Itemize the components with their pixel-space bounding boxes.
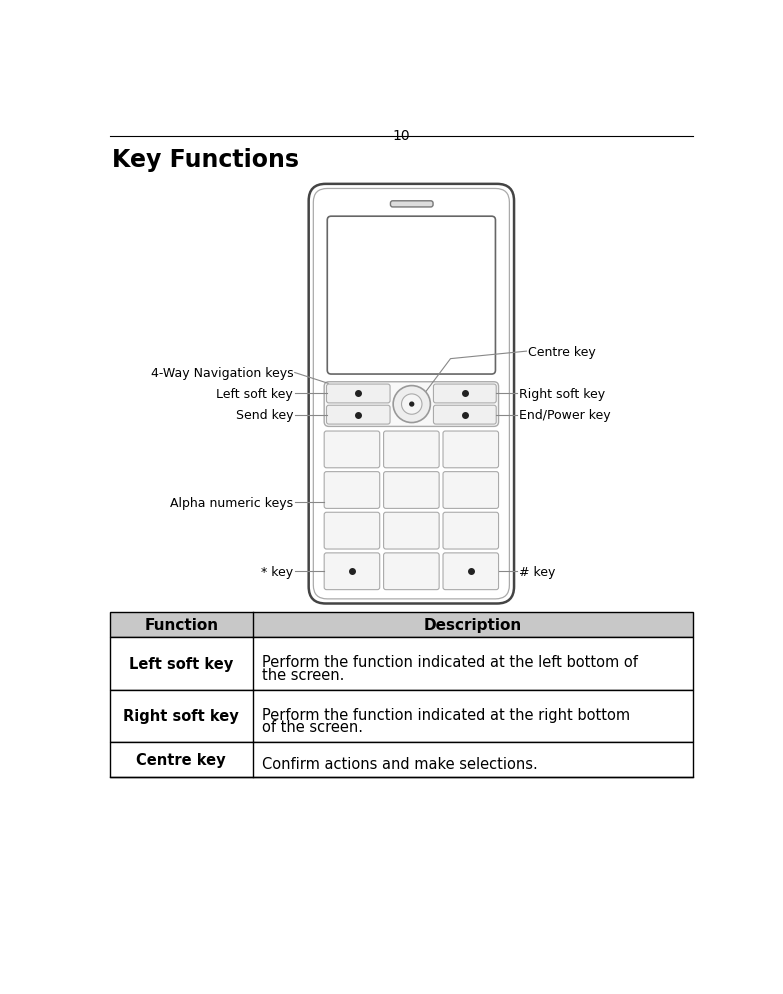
Text: Centre key: Centre key xyxy=(528,345,596,358)
Text: Description: Description xyxy=(424,617,522,632)
Circle shape xyxy=(393,387,431,423)
Text: of the screen.: of the screen. xyxy=(262,720,363,735)
Text: Centre key: Centre key xyxy=(136,752,226,767)
Text: Right soft key: Right soft key xyxy=(518,388,604,401)
FancyBboxPatch shape xyxy=(384,513,439,550)
FancyBboxPatch shape xyxy=(434,406,496,424)
Circle shape xyxy=(410,403,413,407)
Text: Key Functions: Key Functions xyxy=(112,148,299,172)
FancyBboxPatch shape xyxy=(324,472,380,509)
FancyBboxPatch shape xyxy=(324,513,380,550)
Text: Perform the function indicated at the left bottom of: Perform the function indicated at the le… xyxy=(262,655,638,670)
FancyBboxPatch shape xyxy=(384,554,439,590)
FancyBboxPatch shape xyxy=(324,431,380,468)
FancyBboxPatch shape xyxy=(384,431,439,468)
FancyBboxPatch shape xyxy=(324,554,380,590)
Text: 4-Way Navigation keys: 4-Way Navigation keys xyxy=(150,367,293,380)
FancyBboxPatch shape xyxy=(434,385,496,404)
Text: Send key: Send key xyxy=(236,409,293,421)
Circle shape xyxy=(402,395,422,414)
Text: Left soft key: Left soft key xyxy=(216,388,293,401)
FancyBboxPatch shape xyxy=(443,431,499,468)
Text: Function: Function xyxy=(144,617,218,632)
FancyBboxPatch shape xyxy=(327,385,390,404)
Text: 10: 10 xyxy=(392,128,410,142)
FancyBboxPatch shape xyxy=(443,513,499,550)
FancyBboxPatch shape xyxy=(313,189,510,599)
Text: End/Power key: End/Power key xyxy=(518,409,610,421)
Text: Confirm actions and make selections.: Confirm actions and make selections. xyxy=(262,756,538,771)
Text: # key: # key xyxy=(518,566,555,579)
FancyBboxPatch shape xyxy=(309,185,514,604)
FancyBboxPatch shape xyxy=(324,383,499,427)
Bar xyxy=(110,690,693,743)
Text: the screen.: the screen. xyxy=(262,667,345,682)
Text: Right soft key: Right soft key xyxy=(123,709,239,724)
Text: Left soft key: Left soft key xyxy=(129,656,233,671)
Text: Alpha numeric keys: Alpha numeric keys xyxy=(170,496,293,509)
FancyBboxPatch shape xyxy=(443,472,499,509)
FancyBboxPatch shape xyxy=(384,472,439,509)
FancyBboxPatch shape xyxy=(443,554,499,590)
FancyBboxPatch shape xyxy=(327,217,496,375)
FancyBboxPatch shape xyxy=(327,406,390,424)
Text: Perform the function indicated at the right bottom: Perform the function indicated at the ri… xyxy=(262,707,630,722)
Bar xyxy=(110,638,693,690)
FancyBboxPatch shape xyxy=(391,202,433,208)
Bar xyxy=(110,612,693,638)
Bar xyxy=(110,743,693,777)
Text: * key: * key xyxy=(261,566,293,579)
